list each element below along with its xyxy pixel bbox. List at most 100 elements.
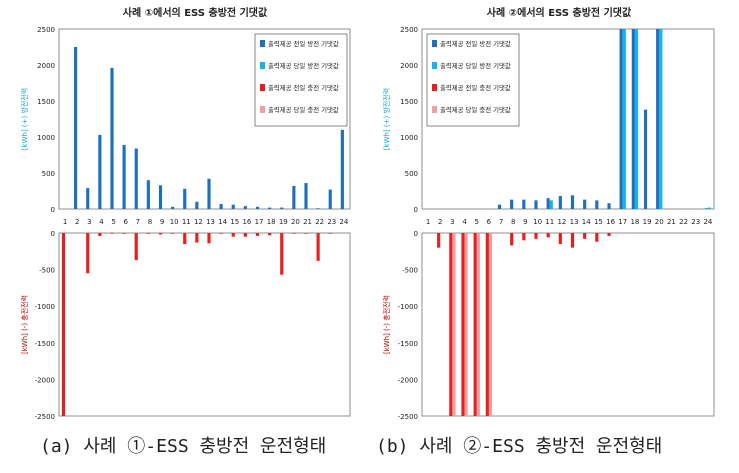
lower-y-axis-label: [kWh] (-) 충전전력 (382, 295, 391, 354)
x-tick-label: 15 (594, 218, 603, 226)
x-tick-label: 13 (206, 218, 215, 226)
x-tick-label: 1 (63, 218, 67, 226)
bar-lower-s1-hour-15 (595, 233, 599, 242)
bar-lower-s1-hour-16 (607, 233, 611, 236)
lower-y-tick-label: -2000 (398, 376, 418, 384)
lower-y-tick-label: -2000 (35, 376, 55, 384)
x-tick-label: 4 (99, 218, 104, 226)
upper-y-tick-label: 1500 (37, 98, 55, 106)
bar-upper-s2-hour-24 (707, 207, 712, 209)
bar-lower-s1-hour-16 (243, 233, 247, 237)
bar-upper-s1-hour-21 (304, 183, 308, 209)
upper-plot-frame (58, 28, 351, 210)
bar-lower-s2-hour-4 (464, 233, 468, 416)
caption-b: (b) 사례 ②-ESS 충방전 운전형태 (376, 436, 663, 457)
bar-lower-s1-hour-3 (86, 233, 90, 274)
legend-entry: 출력제공 당일 방전 기댓값 (440, 61, 511, 70)
bar-upper-s1-hour-16 (607, 203, 611, 209)
x-tick-label: 23 (327, 218, 336, 226)
bar-lower-s1-hour-20 (292, 233, 296, 234)
legend-swatch (432, 40, 437, 47)
legend-box (426, 33, 520, 127)
bar-lower-s1-hour-14 (583, 233, 587, 239)
bar-upper-s1-hour-13 (207, 178, 211, 209)
upper-y-tick-label: 2500 (400, 26, 418, 34)
x-tick-label: 18 (267, 218, 276, 226)
bar-lower-s1-hour-5 (110, 233, 114, 234)
legend-entry: 출력제공 당일 충전 기댓값 (440, 105, 511, 114)
bar-upper-s1-hour-7 (497, 204, 502, 209)
x-tick-label: 8 (148, 218, 152, 226)
bar-lower-s1-hour-10 (171, 233, 175, 234)
lower-y-tick-label: -1000 (398, 303, 418, 311)
bar-lower-s1-hour-18 (268, 233, 272, 236)
bar-upper-s1-hour-16 (243, 206, 247, 209)
x-tick-label: 22 (679, 218, 688, 226)
x-tick-label: 7 (136, 218, 140, 226)
x-tick-label: 2 (438, 218, 442, 226)
x-tick-label: 11 (545, 218, 554, 226)
upper-y-tick-label: 2000 (37, 62, 55, 70)
x-tick-label: 23 (691, 218, 700, 226)
bar-lower-s1-hour-17 (255, 233, 260, 236)
lower-y-tick-label: -500 (402, 267, 418, 275)
bar-lower-s2-hour-6 (488, 233, 493, 416)
bar-lower-s2-hour-3 (452, 233, 456, 416)
bar-lower-s1-hour-5 (473, 233, 477, 416)
bar-lower-s1-hour-8 (146, 233, 150, 234)
lower-y-tick-label: -1500 (398, 340, 418, 348)
bar-upper-s1-hour-14 (219, 203, 223, 209)
upper-y-tick-label: 2500 (37, 26, 55, 34)
bar-lower-s1-hour-8 (510, 233, 514, 246)
lower-y-tick-label: -2500 (35, 413, 55, 421)
upper-y-tick-label: 2000 (400, 62, 418, 70)
bar-upper-s1-hour-24 (340, 129, 344, 209)
bar-upper-s1-hour-10 (534, 200, 538, 209)
x-tick-label: 11 (182, 218, 191, 226)
upper-y-tick-label: 0 (51, 206, 55, 214)
bar-upper-s2-hour-11 (549, 200, 553, 209)
bar-upper-s1-hour-20 (292, 185, 296, 209)
lower-y-tick-label: -500 (39, 267, 55, 275)
bar-lower-s1-hour-12 (195, 233, 199, 243)
bar-lower-s1-hour-13 (207, 233, 211, 244)
bar-upper-s1-hour-9 (158, 185, 163, 209)
bar-lower-s1-hour-22 (316, 233, 320, 261)
x-tick-label: 10 (170, 218, 179, 226)
chart-b: 사례 ②에서의 ESS 충방전 기댓값 0 500 1000 1500 2000 2500 0… (382, 6, 715, 421)
upper-y-tick-label: 500 (42, 170, 55, 178)
bar-upper-s1-hour-14 (583, 199, 587, 209)
legend-entry: 출력제공 전일 방전 기댓값 (440, 39, 511, 48)
bar-upper-s1-hour-23 (328, 189, 332, 209)
x-tick-label: 21 (667, 218, 676, 226)
bar-upper-s1-hour-15 (595, 200, 599, 209)
upper-y-tick-label: 1500 (400, 98, 418, 106)
x-tick-label: 22 (315, 218, 324, 226)
lower-y-tick-label: 0 (414, 230, 418, 238)
x-tick-label: 10 (533, 218, 542, 226)
x-tick-label: 3 (450, 218, 454, 226)
chart-a: 사례 ①에서의 ESS 충방전 기댓값 0 500 1000 1500 2000 2500 0… (20, 6, 351, 421)
bar-lower-s1-hour-9 (522, 233, 526, 241)
x-tick-label: 18 (630, 218, 639, 226)
upper-y-tick-label: 1000 (400, 134, 418, 142)
x-tick-label: 20 (655, 218, 664, 226)
x-tick-label: 24 (703, 218, 712, 226)
lower-y-tick-label: -1500 (35, 340, 55, 348)
bar-upper-s1-hour-11 (546, 198, 550, 209)
bar-upper-s1-hour-6 (122, 144, 126, 209)
bar-lower-s1-hour-2 (437, 233, 441, 248)
x-tick-label: 9 (523, 218, 527, 226)
legend-swatch (260, 106, 265, 113)
bar-upper-s1-hour-19 (643, 109, 648, 209)
bar-lower-s1-hour-1 (61, 233, 66, 416)
bar-lower-s1-hour-4 (98, 233, 102, 236)
legend-entry: 출력제공 전일 방전 기댓값 (268, 39, 339, 48)
x-tick-label: 5 (475, 218, 479, 226)
bar-upper-s1-hour-17 (255, 206, 260, 209)
bar-upper-s1-hour-19 (280, 207, 284, 209)
x-tick-label: 9 (160, 218, 164, 226)
bar-lower-s1-hour-6 (485, 233, 489, 416)
lower-y-axis-label: [kWh] (-) 충전전력 (20, 295, 29, 354)
